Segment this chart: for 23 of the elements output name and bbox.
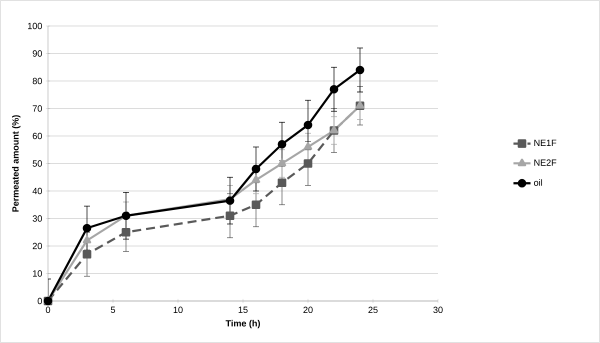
y-tick-label: 50 xyxy=(32,160,42,167)
y-tick-label: 20 xyxy=(32,242,42,250)
legend-label: NE2F xyxy=(534,159,556,166)
x-tick-label: 5 xyxy=(110,306,116,313)
y-tick-label: 70 xyxy=(32,105,42,112)
legend-label: oil xyxy=(534,179,542,186)
x-tick-label: 25 xyxy=(368,306,378,314)
y-tick-label: 30 xyxy=(32,215,42,222)
x-tick-label: 10 xyxy=(174,306,183,314)
y-tick-label: 60 xyxy=(32,132,42,140)
y-tick-label: 0 xyxy=(38,298,42,304)
y-tick-label: 10 xyxy=(33,270,42,277)
y-tick-label: 100 xyxy=(28,22,42,30)
x-tick-label: 15 xyxy=(238,306,248,313)
x-tick-label: 20 xyxy=(303,306,313,314)
legend-label: NE1F xyxy=(534,140,556,146)
x-axis-title: Time (h) xyxy=(226,320,260,328)
y-tick-label: 80 xyxy=(32,78,42,84)
y-tick-label: 40 xyxy=(32,188,42,194)
y-tick-label: 90 xyxy=(32,50,42,57)
x-tick-label: 0 xyxy=(46,306,50,314)
x-tick-label: 30 xyxy=(433,306,443,314)
y-axis-title: Permeated amount (%) xyxy=(12,115,20,212)
